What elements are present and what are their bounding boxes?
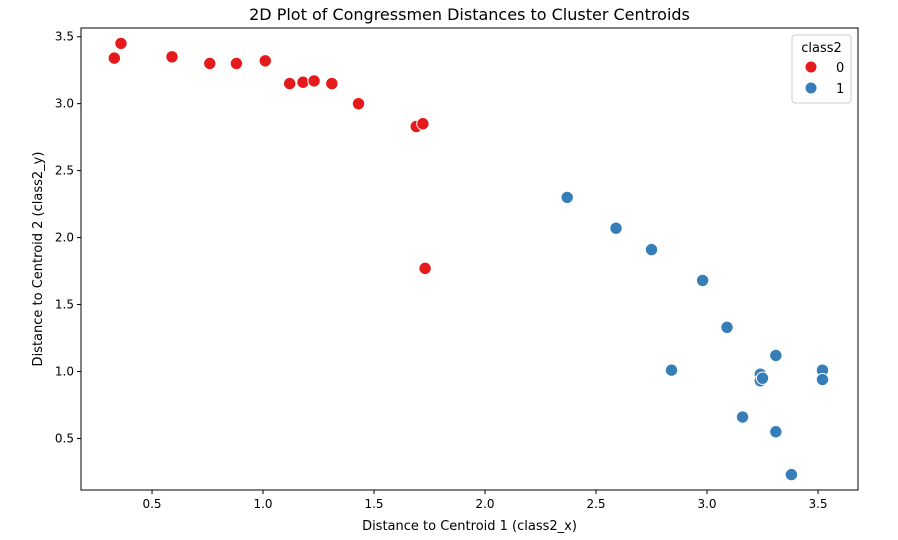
- data-point-class-0: [351, 96, 366, 111]
- data-point-class-1: [755, 371, 770, 385]
- data-point-class-0: [325, 76, 339, 91]
- data-point-class-0: [416, 117, 430, 131]
- data-point-class-1: [769, 348, 783, 363]
- data-point-class-1: [735, 410, 750, 424]
- y-tick-label: 1.5: [55, 298, 74, 312]
- legend-title: class2: [801, 41, 842, 56]
- data-point-class-1: [664, 363, 679, 377]
- data-point-class-0: [307, 74, 321, 88]
- data-point-class-0: [107, 51, 122, 65]
- data-point-class-0: [229, 56, 244, 71]
- data-point-class-0: [258, 54, 272, 68]
- y-tick-label: 0.5: [55, 431, 74, 445]
- plot-area: [80, 27, 859, 491]
- data-point-class-0: [282, 76, 297, 91]
- y-tick-label: 3.5: [55, 30, 74, 44]
- data-point-class-0: [114, 36, 128, 51]
- data-point-class-1: [695, 273, 710, 288]
- data-point-class-1: [784, 467, 799, 482]
- x-tick-label: 1.0: [253, 497, 272, 511]
- data-point-class-1: [720, 320, 734, 334]
- legend: class2 0 1: [791, 34, 852, 104]
- x-axis-label: Distance to Centroid 1 (class2_x): [362, 519, 577, 534]
- y-tick-label: 3.0: [55, 97, 74, 111]
- x-axis: 0.5 1.0 1.5 2.0 2.5 3.0 3.5: [142, 490, 828, 511]
- data-point-class-1: [609, 221, 623, 235]
- y-tick-label: 1.0: [55, 364, 74, 378]
- legend-label-1: 1: [836, 82, 844, 97]
- data-point-class-1: [644, 242, 659, 257]
- legend-marker-0: [804, 60, 818, 74]
- data-point-class-0: [165, 50, 179, 64]
- x-tick-label: 3.0: [697, 497, 716, 511]
- x-tick-label: 2.5: [586, 497, 605, 511]
- legend-label-0: 0: [836, 61, 844, 76]
- x-tick-label: 0.5: [142, 497, 161, 511]
- data-point-class-0: [296, 75, 310, 89]
- data-point-class-0: [203, 56, 217, 71]
- data-point-class-0: [418, 261, 432, 276]
- legend-marker-1: [804, 81, 818, 95]
- data-point-class-1: [769, 425, 783, 439]
- chart-title: 2D Plot of Congressmen Distances to Clus…: [249, 5, 690, 24]
- y-axis: 0.5 1.0 1.5 2.0 2.5 3.0 3.5: [55, 30, 81, 445]
- y-tick-label: 2.5: [55, 164, 74, 178]
- data-points: [107, 36, 830, 482]
- data-point-class-1: [560, 190, 574, 205]
- data-point-class-1: [815, 372, 830, 387]
- y-tick-label: 2.0: [55, 231, 74, 245]
- y-axis-label: Distance to Centroid 2 (class2_y): [31, 152, 46, 367]
- axes-frame: [80, 27, 859, 491]
- x-tick-label: 3.5: [808, 497, 827, 511]
- x-tick-label: 2.0: [475, 497, 494, 511]
- x-tick-label: 1.5: [364, 497, 383, 511]
